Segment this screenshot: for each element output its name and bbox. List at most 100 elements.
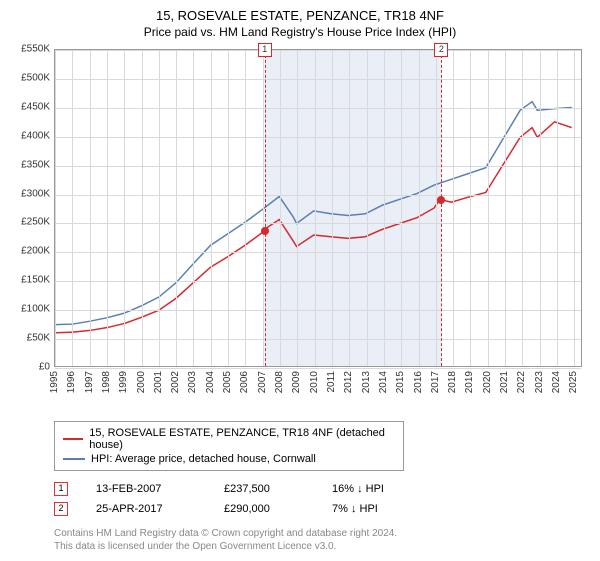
xtick-label: 2023 bbox=[534, 371, 545, 393]
ytick-label: £100K bbox=[21, 304, 50, 315]
gridline-v bbox=[315, 50, 316, 366]
gridline-v bbox=[211, 50, 212, 366]
gridline-v bbox=[349, 50, 350, 366]
legend-label: 15, ROSEVALE ESTATE, PENZANCE, TR18 4NF … bbox=[89, 427, 395, 451]
gridline-v bbox=[193, 50, 194, 366]
gridline-v bbox=[367, 50, 368, 366]
ytick-label: £300K bbox=[21, 188, 50, 199]
xtick-label: 2008 bbox=[274, 371, 285, 393]
event-date: 13-FEB-2007 bbox=[96, 483, 196, 495]
legend: 15, ROSEVALE ESTATE, PENZANCE, TR18 4NF … bbox=[54, 421, 404, 471]
footer-line: Contains HM Land Registry data © Crown c… bbox=[54, 527, 590, 540]
ytick-label: £350K bbox=[21, 159, 50, 170]
event-table: 113-FEB-2007£237,50016% ↓ HPI225-APR-201… bbox=[54, 479, 590, 519]
event-line bbox=[265, 50, 266, 366]
gridline-v bbox=[332, 50, 333, 366]
event-marker: 1 bbox=[258, 43, 272, 57]
gridline-h bbox=[55, 310, 581, 311]
gridline-v bbox=[107, 50, 108, 366]
xtick-label: 2011 bbox=[326, 371, 337, 393]
gridline-v bbox=[142, 50, 143, 366]
xtick-label: 2002 bbox=[170, 371, 181, 393]
gridline-v bbox=[384, 50, 385, 366]
footer-attribution: Contains HM Land Registry data © Crown c… bbox=[54, 527, 590, 553]
xtick-label: 2014 bbox=[378, 371, 389, 393]
plot-area: 12 bbox=[54, 49, 582, 367]
gridline-v bbox=[574, 50, 575, 366]
chart-lines bbox=[55, 50, 581, 366]
gridline-h bbox=[55, 195, 581, 196]
chart-container: £0£50K£100K£150K£200K£250K£300K£350K£400… bbox=[10, 45, 590, 415]
gridline-v bbox=[90, 50, 91, 366]
page-subtitle: Price paid vs. HM Land Registry's House … bbox=[10, 25, 590, 39]
xtick-label: 2004 bbox=[205, 371, 216, 393]
gridline-v bbox=[436, 50, 437, 366]
event-id-box: 1 bbox=[54, 482, 68, 496]
event-line bbox=[441, 50, 442, 366]
gridline-v bbox=[419, 50, 420, 366]
xtick-label: 2001 bbox=[153, 371, 164, 393]
gridline-v bbox=[557, 50, 558, 366]
gridline-v bbox=[522, 50, 523, 366]
gridline-v bbox=[401, 50, 402, 366]
gridline-v bbox=[159, 50, 160, 366]
xtick-label: 2022 bbox=[516, 371, 527, 393]
event-marker: 2 bbox=[434, 43, 448, 57]
gridline-h bbox=[55, 252, 581, 253]
xtick-label: 1999 bbox=[118, 371, 129, 393]
event-delta: 7% ↓ HPI bbox=[332, 503, 378, 515]
gridline-h bbox=[55, 108, 581, 109]
gridline-v bbox=[297, 50, 298, 366]
xtick-label: 2025 bbox=[568, 371, 579, 393]
gridline-v bbox=[470, 50, 471, 366]
event-point bbox=[261, 227, 269, 235]
event-row: 225-APR-2017£290,0007% ↓ HPI bbox=[54, 499, 590, 519]
gridline-v bbox=[453, 50, 454, 366]
gridline-v bbox=[540, 50, 541, 366]
gridline-v bbox=[124, 50, 125, 366]
ytick-label: £50K bbox=[27, 333, 50, 344]
gridline-v bbox=[72, 50, 73, 366]
gridline-v bbox=[488, 50, 489, 366]
xtick-label: 2021 bbox=[499, 371, 510, 393]
series-hpi bbox=[56, 102, 572, 325]
gridline-h bbox=[55, 137, 581, 138]
ytick-label: £550K bbox=[21, 44, 50, 55]
xtick-label: 2015 bbox=[395, 371, 406, 393]
gridline-h bbox=[55, 166, 581, 167]
xtick-label: 2009 bbox=[291, 371, 302, 393]
x-axis: 1995199619971998199920002001200220032004… bbox=[54, 369, 582, 415]
xtick-label: 1995 bbox=[49, 371, 60, 393]
xtick-label: 2016 bbox=[413, 371, 424, 393]
xtick-label: 2019 bbox=[464, 371, 475, 393]
gridline-v bbox=[263, 50, 264, 366]
ytick-label: £500K bbox=[21, 72, 50, 83]
gridline-v bbox=[245, 50, 246, 366]
xtick-label: 2000 bbox=[136, 371, 147, 393]
event-price: £237,500 bbox=[224, 483, 304, 495]
event-id-box: 2 bbox=[54, 502, 68, 516]
page-title: 15, ROSEVALE ESTATE, PENZANCE, TR18 4NF bbox=[10, 8, 590, 23]
gridline-h bbox=[55, 223, 581, 224]
xtick-label: 2012 bbox=[343, 371, 354, 393]
ytick-label: £150K bbox=[21, 275, 50, 286]
gridline-h bbox=[55, 79, 581, 80]
xtick-label: 1997 bbox=[84, 371, 95, 393]
gridline-v bbox=[55, 50, 56, 366]
ytick-label: £450K bbox=[21, 101, 50, 112]
ytick-label: £250K bbox=[21, 217, 50, 228]
legend-swatch bbox=[63, 438, 83, 440]
legend-swatch bbox=[63, 458, 85, 460]
legend-label: HPI: Average price, detached house, Corn… bbox=[91, 453, 316, 465]
legend-item: HPI: Average price, detached house, Corn… bbox=[63, 452, 395, 466]
gridline-v bbox=[176, 50, 177, 366]
gridline-h bbox=[55, 50, 581, 51]
xtick-label: 2010 bbox=[309, 371, 320, 393]
gridline-h bbox=[55, 281, 581, 282]
event-row: 113-FEB-2007£237,50016% ↓ HPI bbox=[54, 479, 590, 499]
gridline-v bbox=[505, 50, 506, 366]
event-price: £290,000 bbox=[224, 503, 304, 515]
xtick-label: 2017 bbox=[430, 371, 441, 393]
xtick-label: 2018 bbox=[447, 371, 458, 393]
xtick-label: 1998 bbox=[101, 371, 112, 393]
